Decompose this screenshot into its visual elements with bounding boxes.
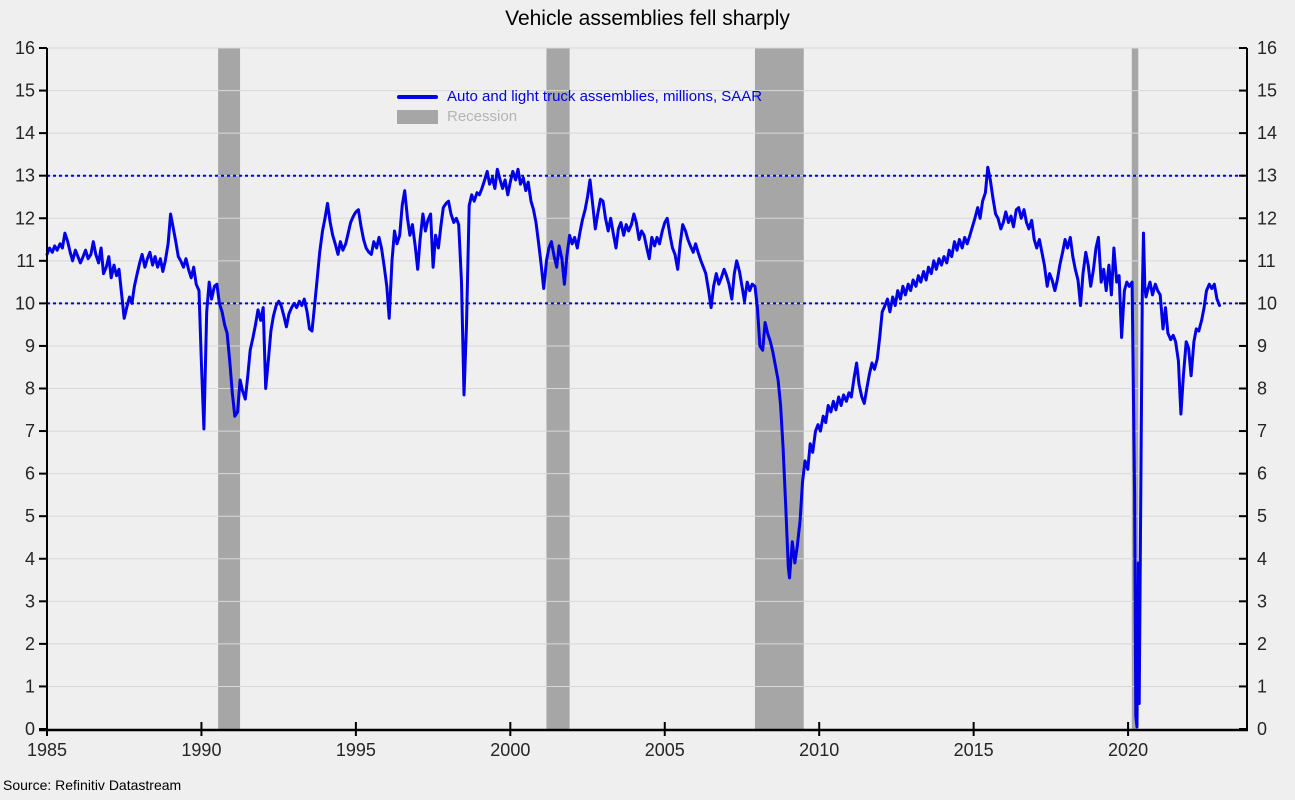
x-axis-tick-label: 1990	[181, 740, 221, 760]
y-axis-tick-label: 5	[25, 506, 35, 526]
y-axis-tick-label: 15	[1257, 81, 1277, 101]
y-axis-tick-label: 1	[1257, 676, 1267, 696]
y-axis-tick-label: 16	[15, 38, 35, 58]
y-axis-tick-label: 0	[25, 719, 35, 739]
y-axis-tick-label: 12	[15, 208, 35, 228]
y-axis-tick-label: 9	[25, 336, 35, 356]
legend-label-assemblies: Auto and light truck assemblies, million…	[447, 88, 763, 105]
line-swatch-icon	[397, 95, 438, 99]
y-axis-tick-label: 8	[1257, 379, 1267, 399]
y-axis-tick-label: 2	[25, 634, 35, 654]
x-axis-tick-label: 2020	[1108, 740, 1148, 760]
y-axis-tick-label: 3	[25, 591, 35, 611]
chart-title: Vehicle assemblies fell sharply	[505, 7, 790, 30]
y-axis-tick-label: 16	[1257, 38, 1277, 58]
y-axis-tick-label: 9	[1257, 336, 1267, 356]
y-axis-tick-label: 3	[1257, 591, 1267, 611]
y-axis-tick-label: 10	[15, 293, 35, 313]
legend-item-recession: Recession	[397, 107, 762, 127]
y-axis-tick-label: 8	[25, 379, 35, 399]
y-axis-tick-label: 10	[1257, 293, 1277, 313]
y-axis-tick-label: 6	[1257, 464, 1267, 484]
chart-legend: Auto and light truck assemblies, million…	[397, 87, 762, 127]
y-axis-tick-label: 4	[1257, 549, 1267, 569]
y-axis-tick-label: 11	[16, 251, 35, 271]
y-axis-tick-label: 14	[15, 123, 35, 143]
y-axis-tick-label: 7	[1257, 421, 1267, 441]
y-axis-tick-label: 7	[25, 421, 35, 441]
y-axis-tick-label: 14	[1257, 123, 1277, 143]
y-axis-tick-label: 5	[1257, 506, 1267, 526]
y-axis-tick-label: 1	[25, 676, 35, 696]
legend-label-recession: Recession	[447, 108, 518, 125]
y-axis-tick-label: 13	[1257, 166, 1277, 186]
y-axis-tick-label: 11	[1257, 251, 1276, 271]
y-axis-tick-label: 4	[25, 549, 35, 569]
legend-item-assemblies: Auto and light truck assemblies, million…	[397, 87, 762, 107]
x-axis-tick-label: 2010	[799, 740, 839, 760]
x-axis-tick-label: 2015	[954, 740, 994, 760]
recession-swatch-icon	[397, 110, 438, 124]
data-line	[45, 165, 1221, 729]
x-axis-tick-label: 1985	[27, 740, 67, 760]
source-note: Source: Refinitiv Datastream	[3, 777, 182, 793]
y-axis-tick-label: 2	[1257, 634, 1267, 654]
y-axis-tick-label: 13	[15, 166, 35, 186]
y-axis-tick-label: 12	[1257, 208, 1277, 228]
y-axis-tick-label: 0	[1257, 719, 1267, 739]
y-axis-tick-label: 15	[15, 81, 35, 101]
x-axis-tick-label: 2005	[645, 740, 685, 760]
y-axis-tick-label: 6	[25, 464, 35, 484]
x-axis-tick-label: 2000	[490, 740, 530, 760]
x-axis-tick-label: 1995	[336, 740, 376, 760]
